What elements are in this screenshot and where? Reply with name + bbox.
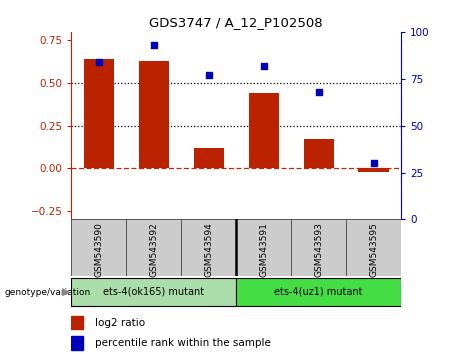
Text: GSM543593: GSM543593 [314,222,323,277]
Point [370,160,377,166]
Bar [71,316,83,329]
Bar [194,148,224,168]
Point [260,63,267,68]
Bar [236,278,401,306]
Text: GSM543594: GSM543594 [204,222,213,277]
Bar [71,278,236,306]
Bar [236,219,291,276]
Point [150,42,158,48]
Text: ets-4(uz1) mutant: ets-4(uz1) mutant [274,286,363,296]
Point [315,89,322,95]
Bar [126,219,181,276]
Bar [181,219,236,276]
Bar [346,219,401,276]
Bar [139,61,169,168]
Text: log2 ratio: log2 ratio [95,318,145,327]
Bar [359,168,389,172]
Text: GSM543592: GSM543592 [149,222,159,277]
Point [95,59,103,65]
Text: percentile rank within the sample: percentile rank within the sample [95,338,271,348]
Bar [303,139,334,168]
Text: GSM543595: GSM543595 [369,222,378,277]
Bar [291,219,346,276]
Text: GSM543591: GSM543591 [259,222,268,277]
Bar [71,219,126,276]
Bar [84,59,114,168]
Text: ▶: ▶ [62,287,71,297]
Title: GDS3747 / A_12_P102508: GDS3747 / A_12_P102508 [149,16,323,29]
Text: ets-4(ok165) mutant: ets-4(ok165) mutant [103,286,204,296]
Bar [248,93,279,168]
Text: genotype/variation: genotype/variation [5,287,91,297]
Bar [71,336,83,350]
Point [205,72,213,78]
Text: GSM543590: GSM543590 [95,222,103,277]
